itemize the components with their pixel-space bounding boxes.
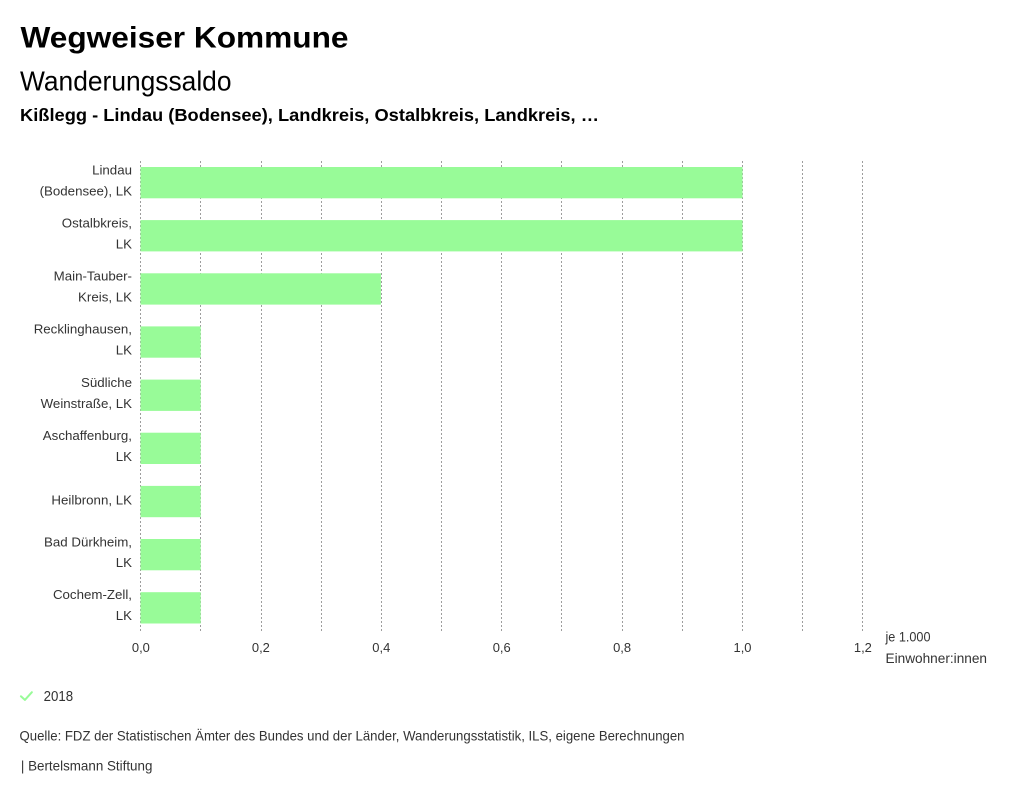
svg-text:0,8: 0,8 bbox=[613, 640, 631, 655]
svg-text:Lindau: Lindau bbox=[92, 163, 132, 178]
svg-text:| Bertelsmann Stiftung: | Bertelsmann Stiftung bbox=[21, 758, 153, 774]
svg-text:Kreis, LK: Kreis, LK bbox=[78, 290, 132, 305]
svg-text:Wanderungssaldo: Wanderungssaldo bbox=[20, 65, 232, 96]
svg-text:0,4: 0,4 bbox=[372, 640, 390, 655]
svg-text:Kißlegg - Lindau (Bodensee), L: Kißlegg - Lindau (Bodensee), Landkreis, … bbox=[20, 105, 599, 125]
svg-text:Ostalbkreis,: Ostalbkreis, bbox=[62, 216, 132, 231]
svg-text:Einwohner:innen: Einwohner:innen bbox=[886, 650, 988, 666]
svg-text:Cochem-Zell,: Cochem-Zell, bbox=[53, 587, 132, 602]
svg-text:0,2: 0,2 bbox=[252, 640, 270, 655]
svg-text:Wegweiser Kommune: Wegweiser Kommune bbox=[21, 22, 349, 55]
svg-text:LK: LK bbox=[116, 343, 132, 358]
svg-text:Bad Dürkheim,: Bad Dürkheim, bbox=[44, 534, 132, 549]
svg-text:Aschaffenburg,: Aschaffenburg, bbox=[43, 428, 132, 443]
svg-text:1,0: 1,0 bbox=[734, 640, 752, 655]
svg-text:(Bodensee), LK: (Bodensee), LK bbox=[40, 183, 133, 198]
svg-text:LK: LK bbox=[116, 608, 132, 623]
svg-text:0,6: 0,6 bbox=[493, 640, 511, 655]
svg-text:Weinstraße, LK: Weinstraße, LK bbox=[41, 396, 133, 411]
svg-text:2018: 2018 bbox=[44, 689, 74, 705]
svg-text:LK: LK bbox=[116, 449, 132, 464]
svg-text:Quelle: FDZ der Statistischen: Quelle: FDZ der Statistischen Ämter des … bbox=[20, 728, 685, 744]
svg-text:Main-Tauber-: Main-Tauber- bbox=[54, 269, 132, 284]
svg-text:Recklinghausen,: Recklinghausen, bbox=[34, 322, 132, 337]
svg-text:Südliche: Südliche bbox=[81, 375, 132, 390]
svg-text:0,0: 0,0 bbox=[132, 640, 150, 655]
svg-text:Heilbronn, LK: Heilbronn, LK bbox=[51, 493, 132, 508]
svg-text:LK: LK bbox=[116, 236, 132, 251]
svg-text:LK: LK bbox=[116, 555, 132, 570]
svg-text:1,2: 1,2 bbox=[854, 640, 872, 655]
svg-text:je 1.000: je 1.000 bbox=[885, 628, 931, 644]
